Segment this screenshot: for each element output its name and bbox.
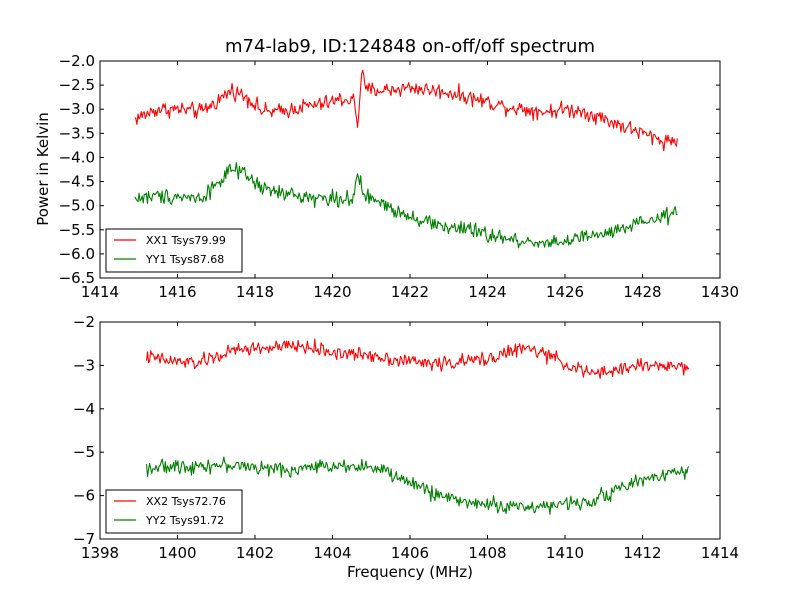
bottom-chart-panel: 1398 1400 1402 1404 1406 1408 1410 1412 1414 −7 −6… — [73, 313, 739, 562]
x-tick-label: 1428 — [623, 283, 661, 301]
x-tick-label: 1414 — [701, 544, 739, 562]
x-tick-label: 1408 — [468, 544, 506, 562]
x-tick-label: 1424 — [468, 283, 506, 301]
legend-box — [105, 228, 243, 273]
x-tick-label: 1422 — [391, 283, 429, 301]
x-tick-label: 1420 — [313, 283, 351, 301]
x-tick-label: 1400 — [158, 544, 196, 562]
y-tick-label: −2 — [73, 313, 95, 331]
x-tick-label: 1414 — [81, 283, 119, 301]
y-tick-label: −2.5 — [59, 76, 95, 94]
x-tick-label: 1426 — [546, 283, 584, 301]
y-tick-label: −2.0 — [59, 52, 95, 70]
x-tick-label: 1398 — [81, 544, 119, 562]
y-tick-label: −4 — [73, 400, 95, 418]
series-line-xx1 — [134, 69, 678, 152]
y-tick-label: −6.5 — [59, 269, 95, 287]
x-tick-label: 1418 — [236, 283, 274, 301]
x-tick-label: 1402 — [236, 544, 274, 562]
top-chart-panel: 1414 1416 1418 1420 1422 1424 1426 1428 1430 −6.5… — [59, 52, 740, 301]
series-line-xx2 — [145, 338, 690, 379]
series-line-yy2 — [145, 456, 690, 515]
y-tick-label: −3.5 — [59, 124, 95, 142]
y-tick-label: −4.0 — [59, 148, 95, 166]
legend-label: XX2 Tsys72.76 — [146, 495, 226, 508]
x-tick-label: 1412 — [623, 544, 661, 562]
series-line-yy1 — [134, 162, 678, 249]
y-tick-label: −5 — [73, 443, 95, 461]
x-tick-label: 1406 — [391, 544, 429, 562]
top-chart-title: m74-lab9, ID:124848 on-off/off spectrum — [225, 36, 595, 57]
y-tick-label: −5.0 — [59, 197, 95, 215]
y-tick-label: −6 — [73, 487, 95, 505]
top-chart-ylabel: Power in Kelvin — [34, 112, 52, 226]
y-tick-label: −4.5 — [59, 173, 95, 191]
y-tick-label: −3 — [73, 356, 95, 374]
y-tick-label: −7 — [73, 530, 95, 548]
bottom-chart-xlabel: Frequency (MHz) — [347, 563, 473, 581]
legend-label: XX1 Tsys79.99 — [146, 234, 226, 247]
x-tick-label: 1416 — [158, 283, 196, 301]
x-tick-label: 1430 — [701, 283, 739, 301]
x-tick-label: 1404 — [313, 544, 351, 562]
x-tick-label: 1410 — [546, 544, 584, 562]
legend-label: YY2 Tsys91.72 — [145, 514, 224, 527]
legend-label: YY1 Tsys87.68 — [145, 253, 224, 266]
y-tick-label: −6.0 — [59, 245, 95, 263]
y-tick-label: −5.5 — [59, 221, 95, 239]
y-tick-label: −3.0 — [59, 100, 95, 118]
legend-box — [105, 489, 243, 534]
